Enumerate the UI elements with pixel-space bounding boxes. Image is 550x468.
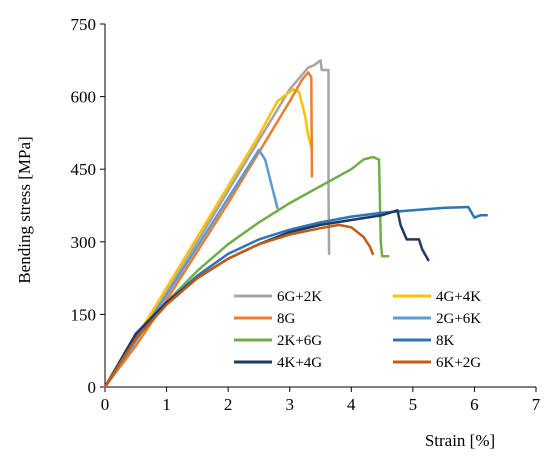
legend-label: 6G+2K xyxy=(277,289,322,305)
plot-frame xyxy=(104,24,536,388)
x-tick-label: 6 xyxy=(470,395,479,414)
legend-label: 2G+6K xyxy=(436,311,481,327)
y-axis-ticks: 0 150 300 450 600 750 xyxy=(71,15,105,397)
x-tick-label: 0 xyxy=(101,395,110,414)
legend-label: 6K+2G xyxy=(436,355,481,371)
legend-label: 8G xyxy=(277,311,296,327)
y-tick-label: 600 xyxy=(71,88,97,107)
y-tick-label: 450 xyxy=(71,160,97,179)
x-axis-title: Strain [%] xyxy=(425,431,495,450)
x-tick-label: 2 xyxy=(224,395,233,414)
legend-label: 4G+4K xyxy=(436,289,481,305)
series-line-2k-6g xyxy=(103,155,390,389)
y-tick-label: 150 xyxy=(71,305,97,324)
x-tick-label: 5 xyxy=(409,395,418,414)
y-tick-label: 750 xyxy=(71,15,97,34)
legend-label: 8K xyxy=(436,333,455,349)
series-lines xyxy=(103,59,488,389)
series-line-6k-2g xyxy=(103,223,375,389)
y-tick-label: 300 xyxy=(71,233,97,252)
y-axis-title: Bending stress [MPa] xyxy=(15,136,34,283)
legend-label: 4K+4G xyxy=(277,355,322,371)
x-tick-label: 7 xyxy=(532,395,541,414)
legend: 6G+2K 4G+4K 8G 2G+6K 2K+6G 8K 4K+4G 6K+2G xyxy=(234,289,481,371)
x-tick-label: 4 xyxy=(347,395,356,414)
series-line-4g-4k xyxy=(103,88,313,389)
y-tick-label: 0 xyxy=(88,378,97,397)
series-line-6g-2k xyxy=(103,59,331,389)
legend-label: 2K+6G xyxy=(277,333,322,349)
x-axis-ticks: 0 1 2 3 4 5 6 7 xyxy=(101,387,541,414)
x-tick-label: 3 xyxy=(285,395,294,414)
x-tick-label: 1 xyxy=(162,395,171,414)
